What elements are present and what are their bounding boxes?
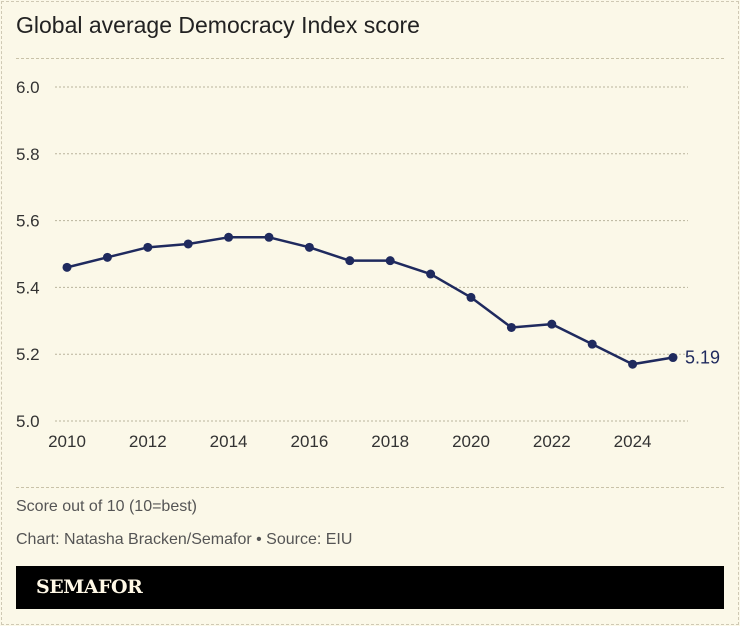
series-line xyxy=(66,236,674,366)
data-point xyxy=(345,256,355,266)
data-point xyxy=(183,239,193,249)
y-tick-label: 5.0 xyxy=(16,412,40,431)
chart-title: Global average Democracy Index score xyxy=(16,12,420,38)
data-point xyxy=(506,322,516,332)
x-tick-label: 2024 xyxy=(614,432,652,451)
credit-note: Chart: Natasha Bracken/Semafor • Source:… xyxy=(16,531,353,548)
data-point xyxy=(143,242,153,252)
data-point xyxy=(264,232,274,242)
y-tick-label: 5.4 xyxy=(16,278,40,297)
divider xyxy=(16,487,724,488)
x-tick-label: 2012 xyxy=(129,432,167,451)
x-tick-label: 2018 xyxy=(371,432,409,451)
data-point xyxy=(102,252,112,262)
data-point xyxy=(668,353,678,363)
divider xyxy=(16,58,724,59)
data-point xyxy=(62,262,72,272)
x-tick-label: 2022 xyxy=(533,432,571,451)
data-point xyxy=(385,256,395,266)
x-tick-label: 2010 xyxy=(48,432,86,451)
line-chart: 5.0 5.2 5.4 5.6 5.8 6.0 2010 2012 2014 2016 2018 20… xyxy=(16,78,720,451)
y-tick-label: 5.6 xyxy=(16,212,40,231)
y-tick-label: 5.2 xyxy=(16,345,40,364)
end-value-label: 5.19 xyxy=(685,348,720,368)
semafor-logo: SEMAFOR xyxy=(36,576,143,598)
y-tick-label: 5.8 xyxy=(16,145,40,164)
logo-bar: SEMAFOR xyxy=(16,566,724,609)
data-point xyxy=(224,232,234,242)
x-tick-label: 2016 xyxy=(290,432,328,451)
y-tick-label: 6.0 xyxy=(16,78,40,97)
x-tick-label: 2014 xyxy=(210,432,248,451)
data-point xyxy=(628,359,638,369)
data-point xyxy=(466,292,476,302)
data-point xyxy=(547,319,557,329)
data-point xyxy=(304,242,314,252)
x-tick-label: 2020 xyxy=(452,432,490,451)
units-note: Score out of 10 (10=best) xyxy=(16,498,197,515)
data-point xyxy=(426,269,436,279)
data-point xyxy=(587,339,597,349)
